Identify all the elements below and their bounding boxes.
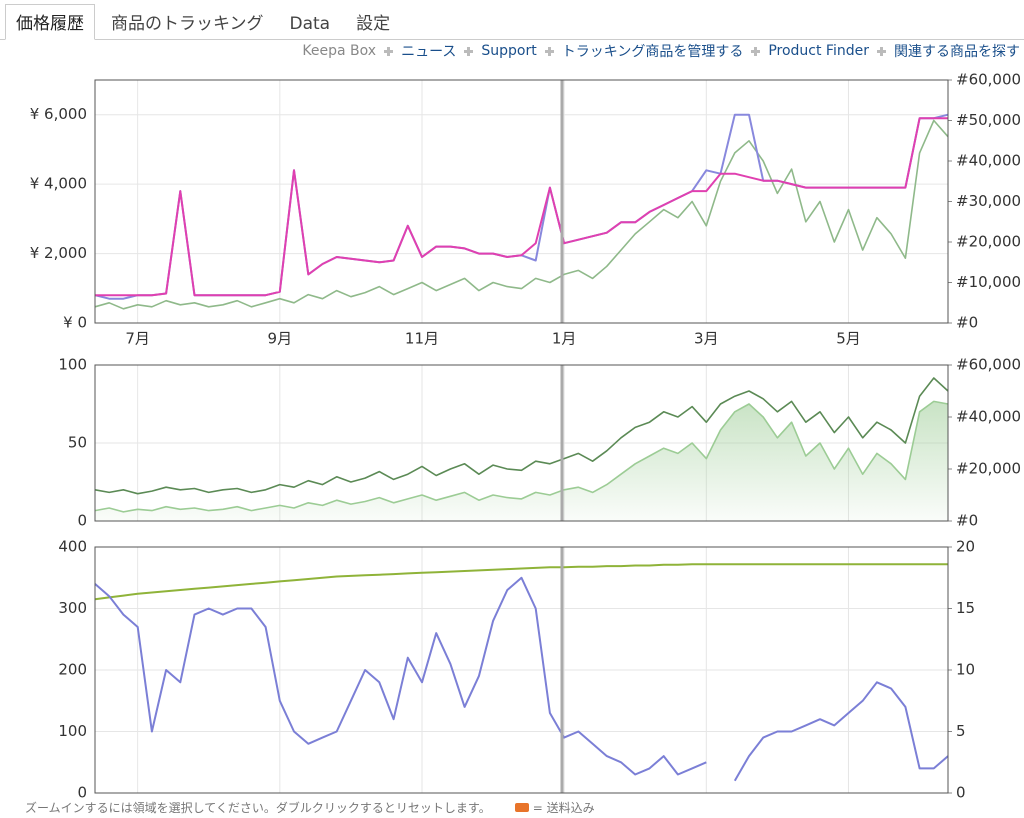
tab[interactable]: 価格履歴 [5, 4, 95, 40]
y2-tick-label: 10 [956, 661, 975, 679]
y2-tick-label: #60,000 [956, 356, 1021, 374]
y2-tick-label: 5 [956, 722, 966, 740]
y2-tick-label: #30,000 [956, 192, 1021, 210]
y2-tick-label: #0 [956, 512, 978, 530]
link[interactable]: ニュース [401, 44, 457, 60]
tab[interactable]: Data [289, 14, 331, 34]
y2-tick-label: #10,000 [956, 273, 1021, 291]
link-bar: Keepa Box ニュース Support トラッキング商品を管理する Product… [302, 41, 1020, 61]
y2-tick-label: 15 [956, 599, 975, 617]
x-tick-label: 11月 [405, 330, 439, 348]
y-tick-label: ¥ 6,000 [30, 105, 87, 123]
y-tick-label: ¥ 0 [63, 314, 87, 332]
y-tick-label: 300 [58, 599, 87, 617]
y2-tick-label: #50,000 [956, 111, 1021, 129]
plot-frame [94, 79, 949, 324]
y-tick-label: 100 [58, 722, 87, 740]
footer: ズームインするには領域を選択してください。ダブルクリックするとリセットします。 … [25, 799, 595, 816]
y-tick-label: ¥ 4,000 [30, 175, 87, 193]
y-tick-label: 200 [58, 661, 87, 679]
series-line [95, 117, 948, 297]
tab[interactable]: 商品のトラッキング [111, 14, 264, 34]
separator-icon [384, 46, 394, 56]
y2-tick-label: #20,000 [956, 233, 1021, 251]
x-tick-label: 7月 [125, 330, 150, 348]
x-tick-label: 3月 [694, 330, 719, 348]
y2-tick-label: 0 [956, 784, 966, 802]
link[interactable]: トラッキング商品を管理する [561, 44, 744, 60]
y-tick-label: ¥ 2,000 [30, 244, 87, 262]
y2-tick-label: #0 [956, 314, 978, 332]
plot-frame [94, 364, 949, 522]
link[interactable]: Product Finder [768, 43, 869, 59]
series-line [94, 576, 949, 782]
y2-tick-label: #40,000 [956, 152, 1021, 170]
y2-tick-label: #20,000 [956, 460, 1021, 478]
y2-tick-label: 20 [956, 538, 975, 556]
x-tick-label: 5月 [836, 330, 861, 348]
series-line [94, 377, 949, 495]
x-tick-label: 9月 [268, 330, 293, 348]
shipping-note: = 送料込み [532, 801, 595, 815]
tab-bar: 価格履歴 商品のトラッキング Data 設定 [0, 4, 1024, 40]
separator-icon [464, 46, 474, 56]
y2-tick-label: #40,000 [956, 408, 1021, 426]
y-tick-label: 400 [58, 538, 87, 556]
y-tick-label: 0 [77, 784, 87, 802]
link[interactable]: 関連する商品を探す [894, 44, 1020, 60]
series-line [94, 563, 948, 601]
y-tick-label: 100 [58, 356, 87, 374]
series-line [94, 119, 949, 310]
x-tick-label: 1月 [552, 330, 577, 348]
link[interactable]: Keepa Box [302, 43, 377, 59]
truck-icon [514, 803, 529, 812]
zoom-hint: ズームインするには領域を選択してください。ダブルクリックするとリセットします。 [25, 801, 491, 815]
separator-icon [544, 46, 554, 56]
y-tick-label: 50 [68, 434, 87, 452]
plot-frame [94, 546, 949, 794]
tab[interactable]: 設定 [356, 14, 391, 34]
series-line [94, 400, 949, 513]
y2-tick-label: #60,000 [956, 71, 1021, 89]
plot-area [95, 80, 948, 323]
area [95, 401, 948, 521]
y-tick-label: 0 [77, 512, 87, 530]
separator-icon [877, 46, 886, 56]
link[interactable]: Support [481, 43, 537, 59]
separator-icon [751, 46, 761, 56]
